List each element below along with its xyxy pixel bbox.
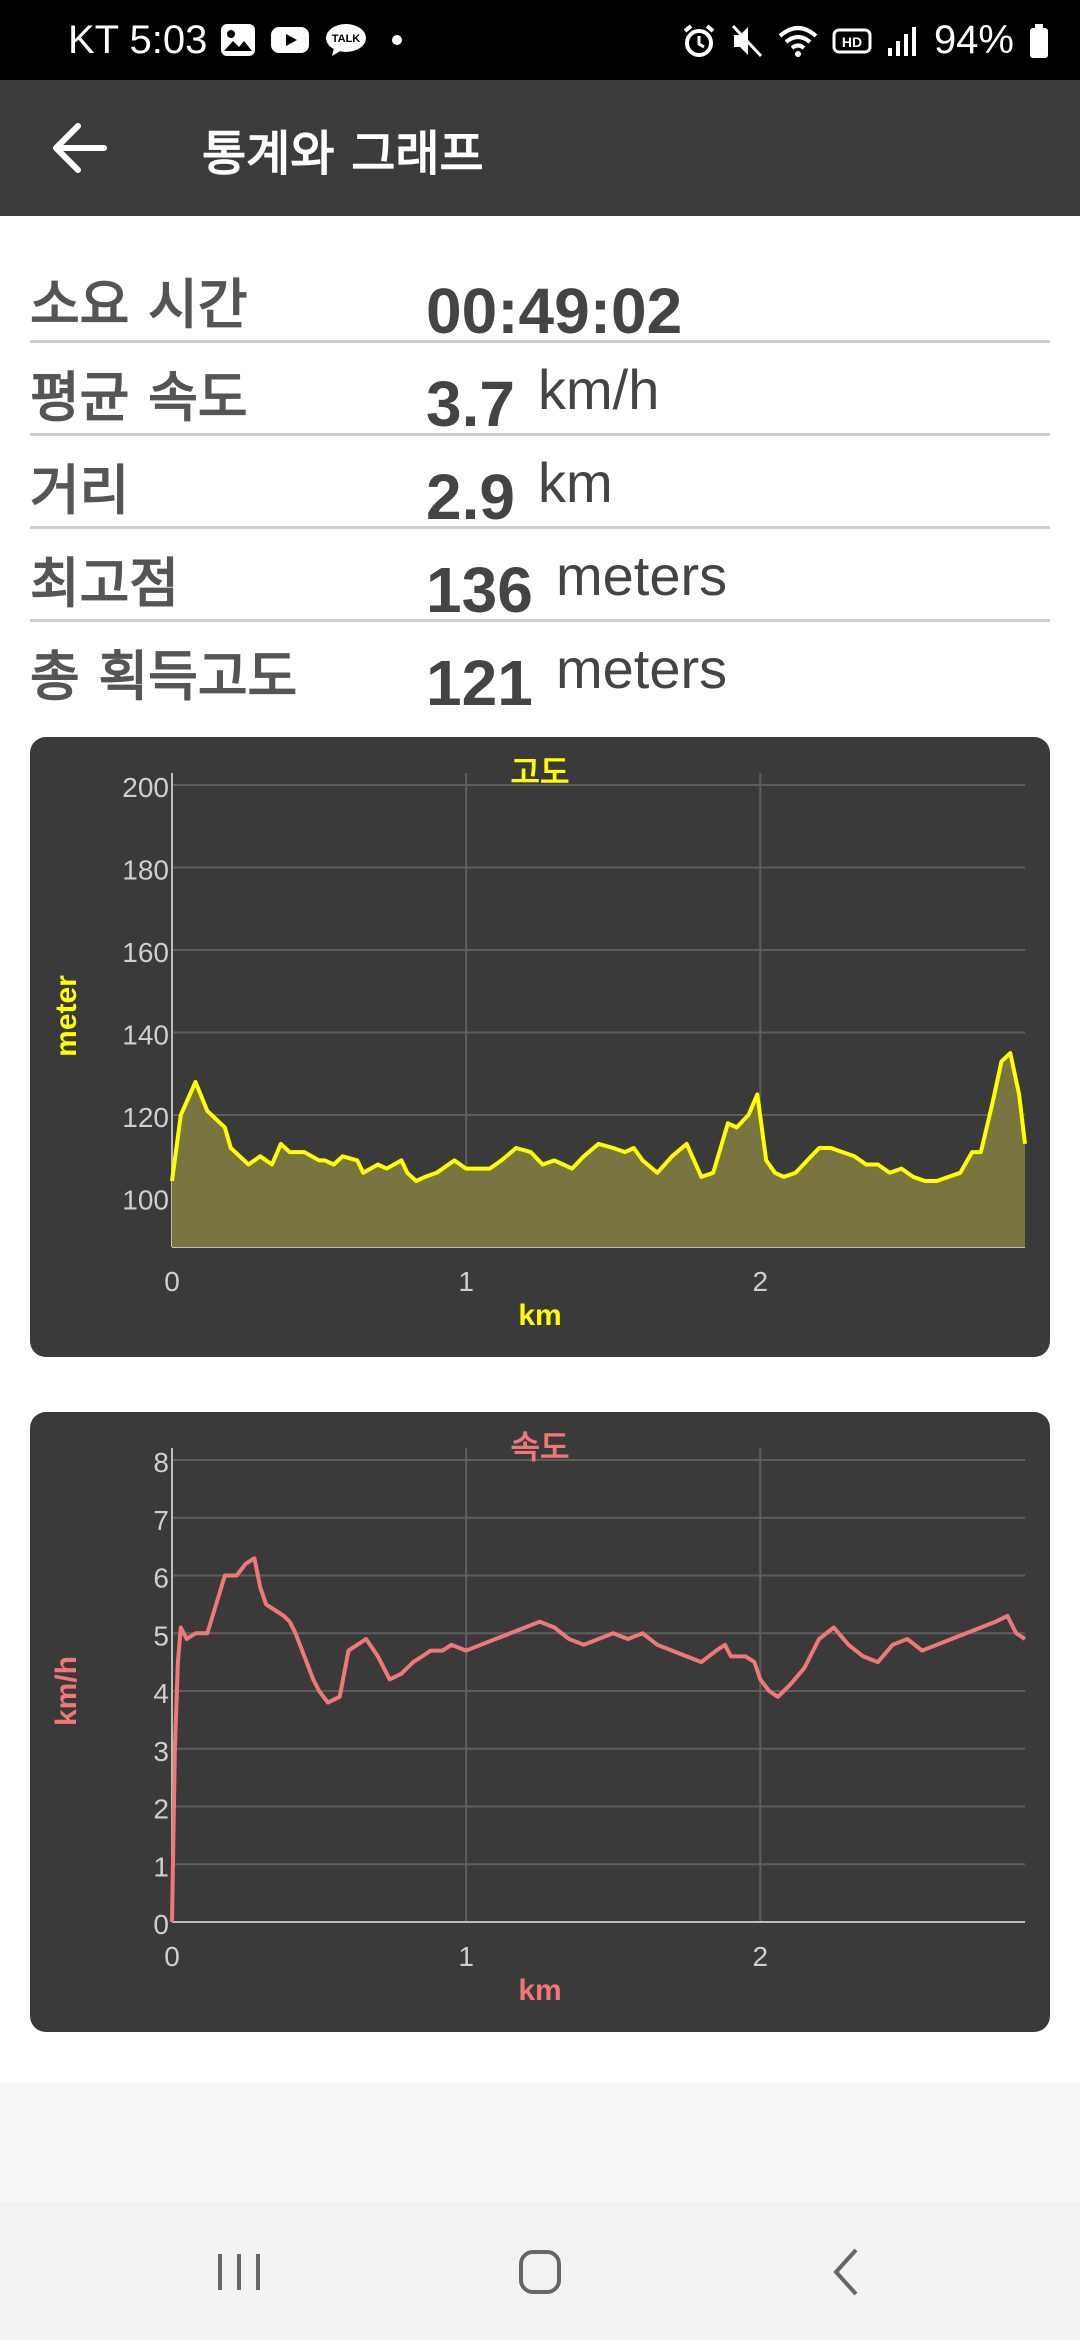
dot-icon [392,35,402,45]
gallery-icon [221,24,255,56]
series-line [170,1051,1027,1183]
elevation-chart: 100 120 140 160 180 200 0 1 2 고도 km meter [30,737,1050,1357]
chart-title: 고도 [511,753,570,791]
stat-value: 136 [426,554,533,626]
y-tick-label: 2 [153,1794,169,1825]
y-tick-label: 200 [122,772,169,803]
y-axis-label: meter [50,975,83,1057]
wifi-icon [778,25,818,57]
y-tick-label: 180 [122,855,169,886]
y-tick-label: 3 [153,1736,169,1767]
y-tick-label: 160 [122,937,169,968]
y-axis-label: km/h [50,1656,83,1726]
x-tick-label: 1 [458,1266,474,1297]
hd-icon: HD [832,28,872,53]
status-left-icons: TALK [220,22,412,58]
page-title: 통계와 그래프 [202,126,484,182]
x-axis-label: km [518,1299,561,1332]
recent-apps-icon[interactable] [194,2242,284,2302]
x-tick-label: 2 [752,1266,768,1297]
area-fill [172,1053,1025,1247]
stat-unit: km/h [538,358,660,421]
youtube-icon [271,27,309,53]
stat-row-distance: 거리 2.9 km [30,436,1050,533]
signal-icon [887,26,916,56]
stats-table: 소요 시간 00:49:02 평균 속도 3.7 km/h 거리 2.9 km … [30,250,1050,719]
stat-unit: meters [556,544,728,607]
speed-chart-svg: 0 1 2 3 4 5 6 7 8 0 1 2 속도 km km/h [50,1428,1027,2007]
battery-percent: 94% [933,18,1014,62]
y-tick-label: 1 [153,1851,169,1882]
stat-label: 평균 속도 [30,366,248,429]
mute-icon [731,24,763,57]
status-right-icons: HD 94% [682,18,1050,63]
kakaotalk-icon: TALK [326,24,366,56]
status-bar: KT 5:03 TALK [0,0,1080,80]
x-tick-label: 0 [164,1941,180,1972]
stat-value: 2.9 [426,461,515,533]
elevation-chart-svg: 100 120 140 160 180 200 0 1 2 고도 km meter [50,753,1027,1332]
stat-row-elevation-gain: 총 획득고도 121 meters [30,622,1050,719]
x-tick-label: 2 [752,1941,768,1972]
y-tick-label: 100 [122,1185,169,1216]
stat-row-highest-point: 최고점 136 meters [30,529,1050,626]
y-tick-label: 120 [122,1102,169,1133]
stat-row-average-speed: 평균 속도 3.7 km/h [30,343,1050,440]
stat-unit: km [538,451,613,514]
battery-icon [1030,23,1048,58]
home-icon[interactable] [495,2242,585,2302]
x-tick-label: 0 [164,1266,180,1297]
speed-chart: 0 1 2 3 4 5 6 7 8 0 1 2 속도 km km/h [30,1412,1050,2032]
navigation-bar [0,2202,1080,2340]
y-tick-label: 8 [153,1447,169,1478]
svg-text:TALK: TALK [332,33,361,45]
stat-label: 거리 [30,459,130,522]
stat-label: 최고점 [30,552,180,615]
y-tick-label: 4 [153,1678,169,1709]
series-line [170,1556,1027,1923]
y-tick-label: 7 [153,1505,169,1536]
stat-label: 소요 시간 [30,273,248,336]
chart-title: 속도 [511,1428,570,1466]
y-tick-label: 0 [153,1909,169,1940]
x-axis-label: km [518,1974,561,2007]
x-tick-label: 1 [458,1941,474,1972]
status-time: KT 5:03 [68,18,208,62]
stat-label: 총 획득고도 [30,645,298,708]
stat-value: 00:49:02 [426,275,683,347]
back-arrow-icon[interactable] [50,120,110,176]
blank-area [0,2082,1080,2202]
y-tick-label: 5 [153,1620,169,1651]
back-nav-icon[interactable] [800,2242,890,2302]
stat-unit: meters [556,637,728,700]
svg-text:HD: HD [842,34,862,50]
y-tick-label: 140 [122,1020,169,1051]
stat-row-duration: 소요 시간 00:49:02 [30,250,1050,347]
alarm-icon [683,23,715,57]
stat-value: 121 [426,647,533,719]
stat-value: 3.7 [426,368,515,440]
app-bar: 통계와 그래프 [0,80,1080,216]
y-tick-label: 6 [153,1563,169,1594]
